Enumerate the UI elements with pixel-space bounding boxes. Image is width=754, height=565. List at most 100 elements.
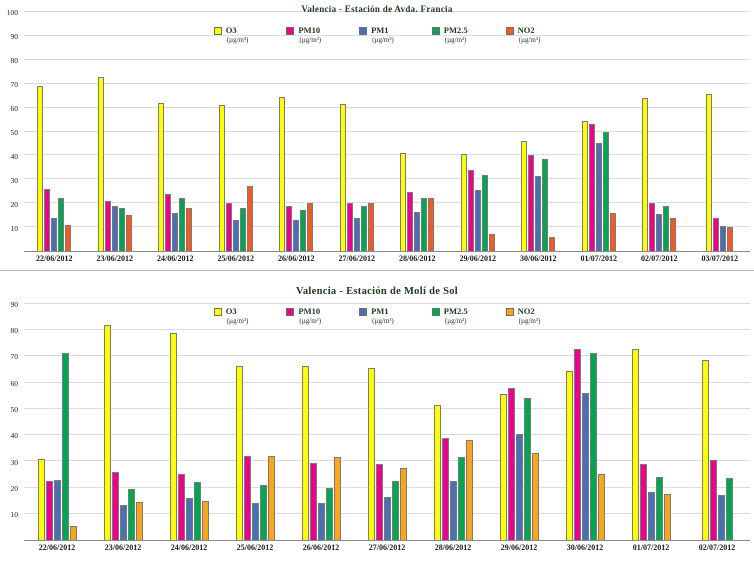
- y-tick-label: 60: [10, 378, 19, 388]
- bar-pm1: [353, 217, 360, 251]
- bar-o3: [339, 104, 346, 251]
- legend-unit-label: (µg/m³): [444, 317, 467, 326]
- legend-row: NO2: [505, 306, 535, 316]
- x-tick-label: 23/06/2012: [96, 254, 133, 263]
- x-tick-label: 28/06/2012: [434, 543, 472, 552]
- gridline: [24, 178, 750, 180]
- bar-pm2.5: [300, 210, 307, 251]
- bar-group: 03/07/2012: [690, 12, 751, 263]
- legend-row: PM1: [359, 25, 389, 35]
- y-tick-label: 30: [10, 175, 19, 185]
- bar-no2: [333, 457, 341, 540]
- legend-unit-label: (µg/m³): [226, 36, 249, 45]
- bar-pm2.5: [239, 207, 246, 251]
- bar-group: 25/06/2012: [206, 12, 267, 263]
- y-axis-moli-de-sol: 10 20 30 40 50 60 70 80 90: [0, 300, 21, 541]
- bar-pm10: [177, 474, 185, 540]
- legend-swatch-pm10: [286, 26, 295, 35]
- legend-swatch-pm1: [359, 307, 368, 316]
- bar-pm10: [375, 463, 383, 540]
- bar-pm10: [709, 460, 717, 540]
- x-tick-label: 02/07/2012: [698, 543, 736, 552]
- bar-group: 26/06/2012: [266, 12, 327, 263]
- legend-row: PM2.5: [431, 25, 468, 35]
- bar-group: 22/06/2012: [24, 12, 85, 263]
- plot-area-moli-de-sol: 22/06/2012 23/06/2012 24/06/2012 25/06/2012…: [24, 303, 750, 552]
- gridline: [24, 434, 750, 436]
- gridline: [24, 154, 750, 156]
- legend-item-o3: O3 (µg/m³): [213, 306, 248, 325]
- bar-pm10: [649, 203, 656, 251]
- gridline: [24, 486, 750, 488]
- bar-group: 28/06/2012: [387, 12, 448, 263]
- bar-no2: [663, 494, 671, 540]
- chart-avda-francia: Valencia - Estación de Avda. Francia O3(…: [0, 0, 754, 271]
- bar-o3: [521, 141, 528, 251]
- bar-no2: [307, 203, 314, 251]
- bar-pm10: [639, 463, 647, 540]
- gridline: [24, 82, 750, 84]
- legend-row: PM1: [359, 306, 389, 316]
- bar-pm2.5: [61, 352, 69, 540]
- x-tick-label: 30/06/2012: [520, 254, 557, 263]
- bar-pm1: [414, 211, 421, 251]
- y-tick-label: 10: [10, 509, 19, 519]
- bar-pm10: [104, 200, 111, 251]
- y-tick-label: 90: [10, 31, 19, 41]
- y-tick-label: 80: [10, 55, 19, 65]
- bar-group: 28/06/2012: [420, 304, 486, 552]
- bar-group: 24/06/2012: [145, 12, 206, 263]
- y-tick-label: 40: [10, 430, 19, 440]
- bar-pm2.5: [655, 477, 663, 540]
- y-tick-label: 20: [10, 199, 19, 209]
- bar-o3: [103, 324, 111, 540]
- bar-o3: [706, 94, 713, 251]
- plot-area-avda-francia: 22/06/2012 23/06/2012 24/06/2012 25/06/2012…: [24, 11, 751, 263]
- bar-pm2.5: [360, 205, 367, 251]
- legend-swatch-pm2.5: [431, 307, 440, 316]
- legend-swatch-o3: [213, 307, 222, 316]
- legend-swatch-no2: [505, 26, 514, 35]
- legend-unit-label: (µg/m³): [299, 317, 322, 326]
- x-tick-label: 01/07/2012: [632, 543, 670, 552]
- bar-pm10: [309, 462, 317, 540]
- bar-no2: [670, 217, 677, 251]
- y-tick-label: 90: [10, 299, 19, 309]
- bar-o3: [279, 96, 286, 251]
- bar-groups: 22/06/2012 23/06/2012 24/06/2012 25/06/2012…: [24, 12, 751, 263]
- bar-pm10: [225, 203, 232, 251]
- y-tick-label: 50: [10, 404, 19, 414]
- bar-no2: [367, 203, 374, 251]
- legend-row: PM10: [286, 25, 321, 35]
- bar-o3: [642, 98, 649, 251]
- legend-row: PM10: [286, 306, 320, 316]
- bar-group: 27/06/2012: [354, 304, 420, 552]
- x-tick-label: 01/07/2012: [580, 254, 617, 263]
- bar-pm2.5: [259, 484, 267, 540]
- x-tick-label: 30/06/2012: [566, 543, 604, 552]
- bar-group: 01/07/2012: [618, 304, 684, 552]
- bar-no2: [186, 207, 193, 251]
- gridline: [24, 58, 750, 60]
- legend-item-pm10: PM10 (µg/m³): [286, 25, 321, 44]
- bar-group: 02/07/2012: [629, 12, 690, 263]
- legend-item-pm2.5: PM2.5 (µg/m³): [431, 306, 468, 326]
- legend-label: PM10: [298, 25, 321, 35]
- legend-item-o3: O3 (µg/m³): [213, 25, 249, 45]
- bar-pm1: [317, 503, 325, 540]
- gridline: [24, 11, 750, 12]
- bar-pm2.5: [58, 198, 65, 251]
- bar-no2: [125, 215, 132, 251]
- bar-no2: [65, 224, 72, 251]
- legend-unit-label: (µg/m³): [372, 36, 394, 45]
- y-tick-label: 70: [10, 79, 19, 89]
- x-tick-label: 25/06/2012: [217, 254, 254, 263]
- y-tick-label: 80: [10, 325, 19, 335]
- bar-o3: [565, 370, 573, 540]
- bar-pm1: [717, 495, 725, 540]
- gridline: [24, 34, 750, 36]
- bar-group: 25/06/2012: [222, 304, 288, 552]
- legend-row: O3: [213, 306, 237, 316]
- bar-group: 30/06/2012: [508, 12, 569, 263]
